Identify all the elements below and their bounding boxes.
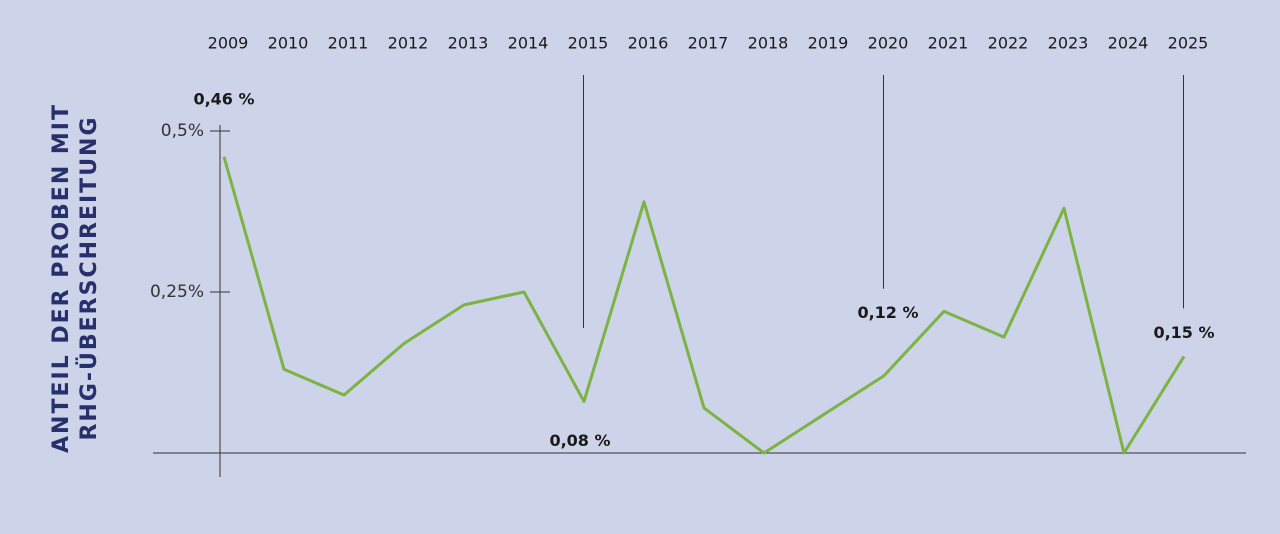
- x-tick-label: 2013: [448, 34, 489, 53]
- x-tick-label: 2017: [688, 34, 729, 53]
- line: [222, 156, 1186, 455]
- x-tick-label: 2012: [388, 34, 429, 53]
- x-tick-label: 2019: [808, 34, 849, 53]
- x-tick-label: 2021: [928, 34, 969, 53]
- x-tick-label: 2023: [1048, 34, 1089, 53]
- x-tick-label: 2015: [568, 34, 609, 53]
- x-tick-label: 2024: [1108, 34, 1149, 53]
- data-label: 0,08 %: [549, 431, 610, 450]
- y-tick-label: 0,5%: [161, 121, 204, 141]
- y-axis-title: ANTEIL DER PROBEN MIT: [49, 103, 74, 453]
- x-tick-label: 2018: [748, 34, 789, 53]
- x-tick-label: 2022: [988, 34, 1029, 53]
- y-axis-title: RHG-ÜBERSCHREITUNG: [76, 115, 102, 440]
- y-tick-label: 0,25%: [150, 282, 204, 302]
- x-tick-label: 2025: [1168, 34, 1209, 53]
- x-tick-label: 2016: [628, 34, 669, 53]
- data-label: 0,12 %: [857, 303, 918, 322]
- x-tick-label: 2011: [328, 34, 369, 53]
- x-tick-label: 2009: [208, 34, 249, 53]
- x-tick-label: 2014: [508, 34, 549, 53]
- data-label: 0,46 %: [193, 89, 254, 108]
- data-label: 0,15 %: [1153, 323, 1214, 342]
- x-tick-label: 2020: [868, 34, 909, 53]
- x-tick-label: 2010: [268, 34, 309, 53]
